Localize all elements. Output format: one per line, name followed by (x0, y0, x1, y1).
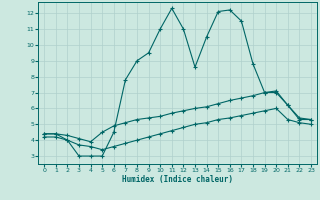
X-axis label: Humidex (Indice chaleur): Humidex (Indice chaleur) (122, 175, 233, 184)
